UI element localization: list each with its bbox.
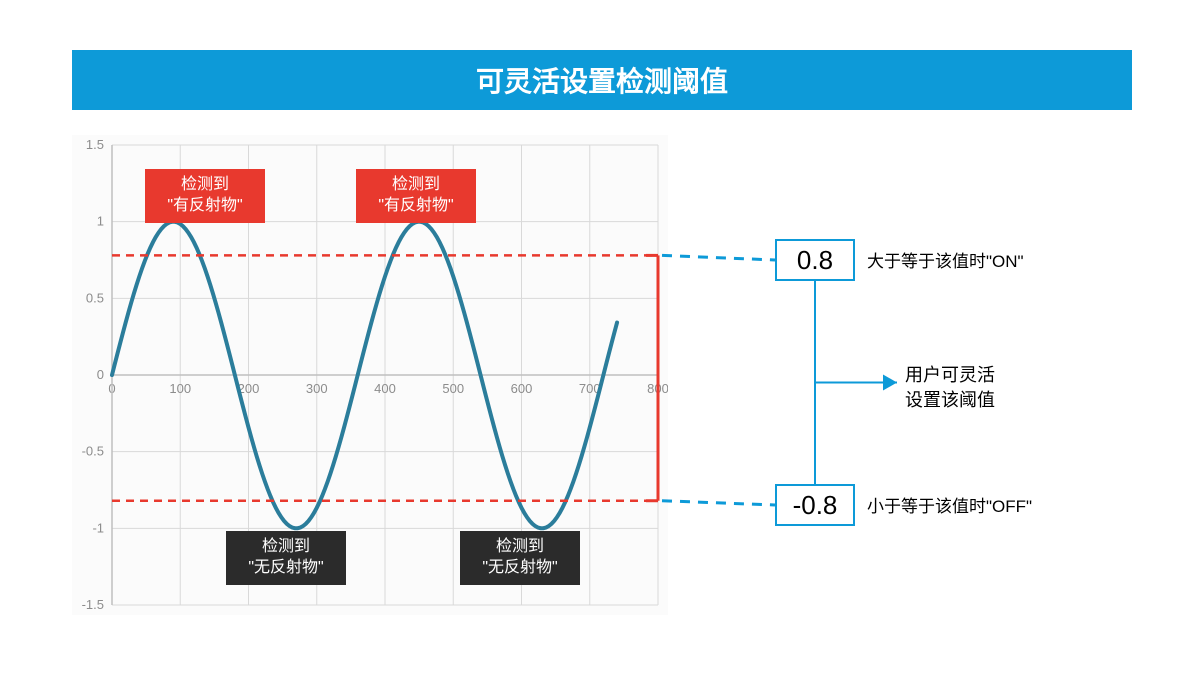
callout-noreflection-1: 检测到 "无反射物": [226, 531, 346, 585]
svg-text:-0.5: -0.5: [82, 444, 104, 459]
svg-text:500: 500: [442, 381, 464, 396]
callout-reflection-2: 检测到 "有反射物": [356, 169, 476, 223]
svg-text:600: 600: [511, 381, 533, 396]
svg-text:1: 1: [97, 214, 104, 229]
callout-line2: "无反射物": [238, 558, 334, 579]
mid-annotation: 用户可灵活 设置该阈值: [905, 363, 995, 413]
svg-text:0: 0: [97, 367, 104, 382]
callout-line1: 检测到: [368, 175, 464, 196]
svg-text:1.5: 1.5: [86, 137, 104, 152]
svg-text:0.5: 0.5: [86, 290, 104, 305]
mid-line1: 用户可灵活: [905, 363, 995, 388]
callout-noreflection-2: 检测到 "无反射物": [460, 531, 580, 585]
callout-line1: 检测到: [238, 537, 334, 558]
callout-line2: "有反射物": [157, 196, 253, 217]
svg-text:300: 300: [306, 381, 328, 396]
callout-line2: "无反射物": [472, 558, 568, 579]
upper-threshold-value: 0.8: [797, 245, 833, 276]
svg-text:-1.5: -1.5: [82, 597, 104, 612]
callout-line2: "有反射物": [368, 196, 464, 217]
svg-text:100: 100: [169, 381, 191, 396]
svg-text:-1: -1: [92, 520, 104, 535]
lower-threshold-box: -0.8: [775, 484, 855, 526]
callout-reflection-1: 检测到 "有反射物": [145, 169, 265, 223]
lower-threshold-label: 小于等于该值时"OFF": [867, 495, 1032, 519]
svg-text:400: 400: [374, 381, 396, 396]
upper-threshold-box: 0.8: [775, 239, 855, 281]
callout-line1: 检测到: [472, 537, 568, 558]
title-bar: 可灵活设置检测阈值: [72, 50, 1132, 110]
title-text: 可灵活设置检测阈值: [476, 60, 728, 100]
callout-line1: 检测到: [157, 175, 253, 196]
upper-threshold-label: 大于等于该值时"ON": [867, 250, 1024, 274]
mid-line2: 设置该阈值: [905, 388, 995, 413]
lower-threshold-value: -0.8: [793, 490, 838, 521]
